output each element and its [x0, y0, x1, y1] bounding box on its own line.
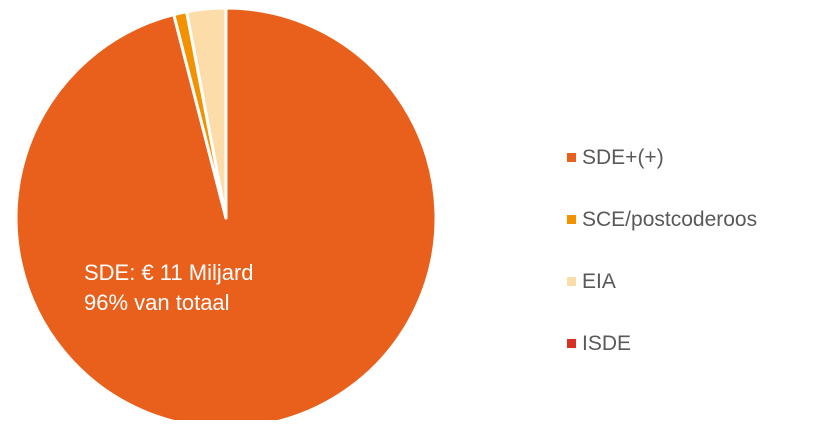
annotation-line-1: SDE: € 11 Miljard [84, 258, 254, 288]
legend-item-eia: EIA [567, 266, 757, 297]
legend-swatch-isde [567, 339, 576, 348]
legend-swatch-sde [567, 153, 576, 162]
legend-swatch-eia [567, 277, 576, 286]
legend-label-eia: EIA [582, 271, 616, 292]
legend-item-isde: ISDE [567, 328, 757, 359]
sde-annotation: SDE: € 11 Miljard 96% van totaal [84, 258, 254, 318]
legend-label-sde: SDE+(+) [582, 147, 664, 168]
chart-legend: SDE+(+) SCE/postcoderoos EIA ISDE [567, 142, 757, 359]
legend-item-sde: SDE+(+) [567, 142, 757, 173]
legend-label-sce: SCE/postcoderoos [582, 209, 757, 230]
annotation-line-2: 96% van totaal [84, 288, 254, 318]
legend-swatch-sce [567, 215, 576, 224]
legend-label-isde: ISDE [582, 333, 631, 354]
legend-item-sce: SCE/postcoderoos [567, 204, 757, 235]
